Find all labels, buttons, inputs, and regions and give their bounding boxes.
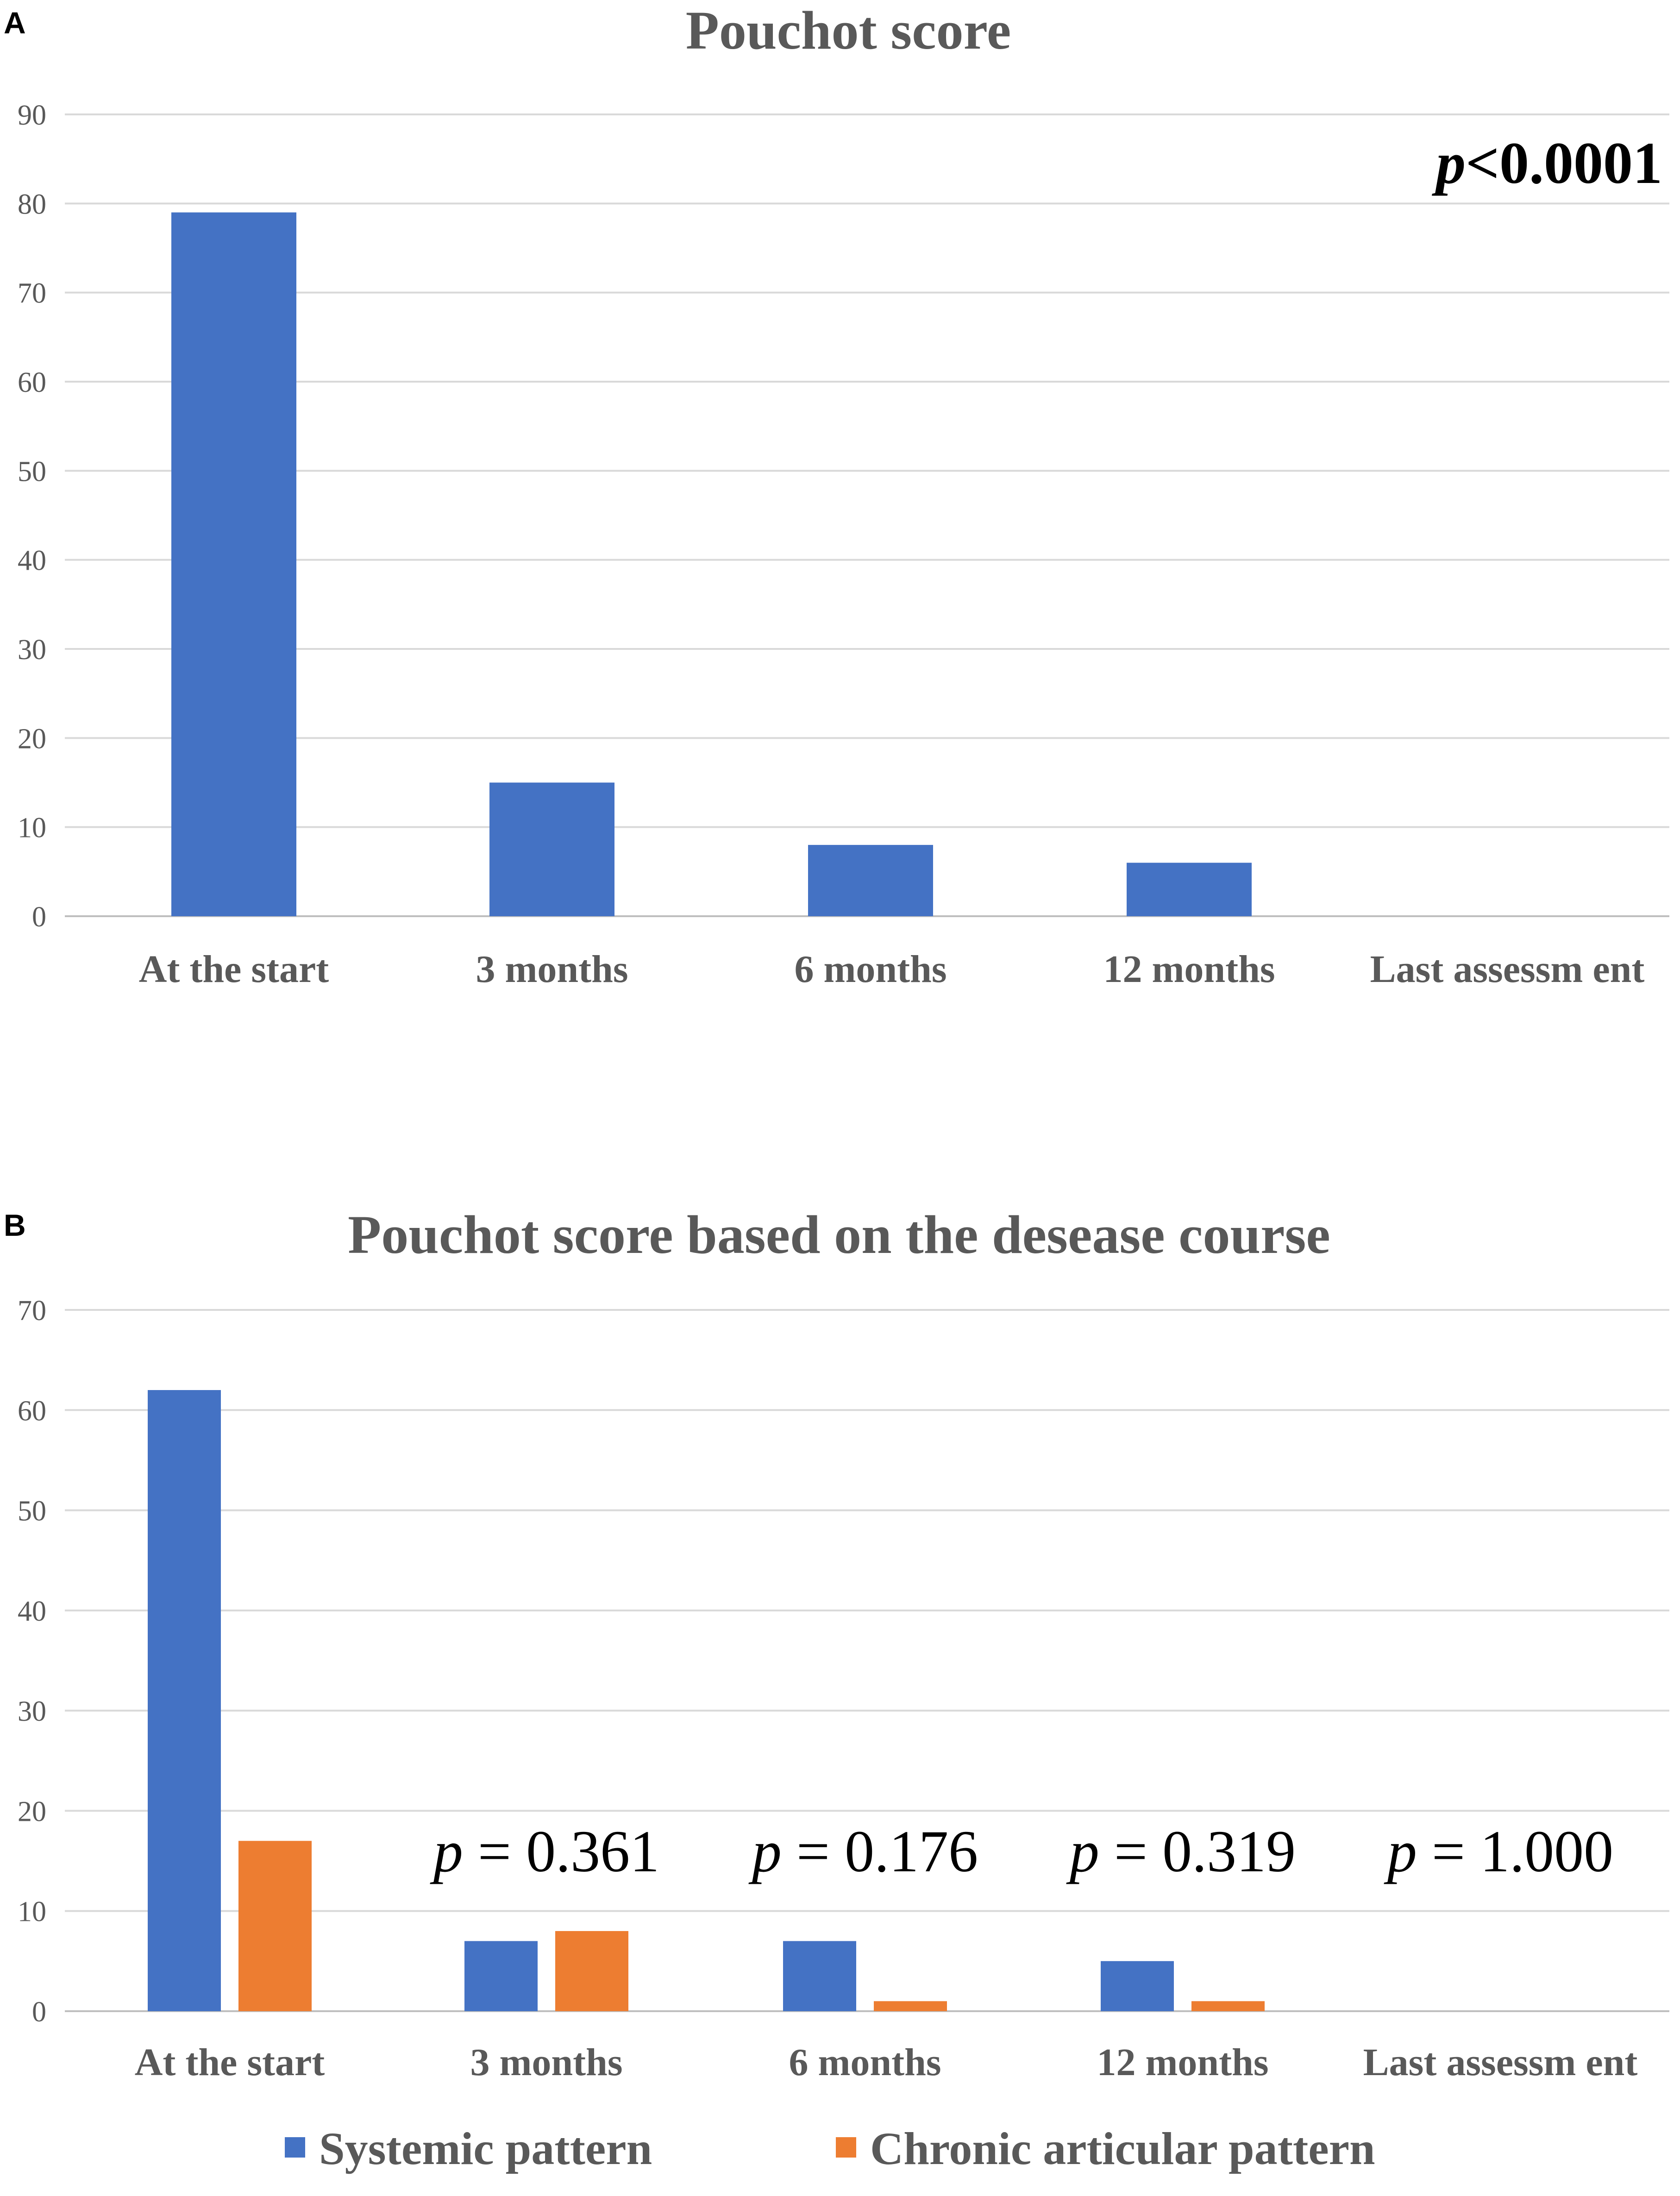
y-tick-label: 10 (18, 1896, 46, 1928)
bar (1127, 862, 1252, 916)
bar (874, 2001, 947, 2011)
y-tick-label: 0 (32, 1996, 46, 2028)
p-value-annotation: p = 0.176 (748, 1818, 978, 1884)
legend-swatch (836, 2137, 856, 2158)
y-tick-label: 20 (18, 723, 46, 755)
bar (808, 845, 933, 916)
panel-a-title: Pouchot score (686, 0, 1011, 61)
panel-a-p-label: p (1431, 130, 1466, 196)
panel-a-letter: A (4, 6, 26, 40)
y-tick-label: 60 (18, 367, 46, 398)
panel-a-p-value: <0.0001 (1466, 130, 1662, 196)
x-tick-label: At the start (139, 948, 329, 991)
p-value: = 0.319 (1099, 1818, 1296, 1884)
y-tick-label: 50 (18, 456, 46, 487)
bar (464, 1941, 538, 2011)
bar (783, 1941, 856, 2011)
bar (171, 212, 296, 917)
p-value-annotation: p = 0.361 (430, 1818, 659, 1884)
panel-b-letter: B (4, 1208, 26, 1242)
panel-a-gridlines (65, 113, 1669, 917)
p-value: = 1.000 (1417, 1818, 1613, 1884)
y-tick-label: 70 (18, 278, 46, 309)
panel-b-chart: B Pouchot score based on the desease cou… (4, 1204, 1669, 2174)
panel-b-p-annotations: p = 0.361 p = 0.176 p = 0.319 p = 1.000 (430, 1818, 1613, 1884)
p-label: p (1066, 1818, 1099, 1884)
bar (489, 782, 614, 916)
panel-b-y-axis: 0 10 20 30 40 50 60 70 (18, 1295, 46, 2028)
x-tick-label: 6 months (789, 2041, 941, 2084)
x-tick-label: 6 months (794, 948, 947, 991)
p-value: = 0.361 (463, 1818, 659, 1884)
bar (1191, 2001, 1265, 2011)
legend-label: Systemic pattern (319, 2123, 652, 2174)
y-tick-label: 50 (18, 1496, 46, 1527)
panel-a-y-axis: 0 10 20 30 40 50 60 70 80 90 (18, 100, 46, 933)
bar (1101, 1961, 1174, 2011)
p-value: = 0.176 (782, 1818, 978, 1884)
panel-b-gridlines (65, 1309, 1669, 2012)
p-label: p (748, 1818, 782, 1884)
y-tick-label: 40 (18, 1596, 46, 1627)
x-tick-label: 12 months (1097, 2041, 1268, 2084)
bar (238, 1841, 312, 2011)
p-label: p (430, 1818, 463, 1884)
y-tick-label: 30 (18, 634, 46, 666)
panel-b-bars (148, 1390, 1265, 2011)
y-tick-label: 80 (18, 189, 46, 220)
x-tick-label: At the start (135, 2041, 325, 2084)
panel-b-title: Pouchot score based on the desease cours… (348, 1204, 1330, 1265)
bar (148, 1390, 221, 2011)
p-value-annotation: p = 0.319 (1066, 1818, 1296, 1884)
y-tick-label: 30 (18, 1696, 46, 1727)
panel-a-chart: A Pouchot score 0 10 20 30 40 50 60 70 80 90 At t… (4, 0, 1669, 991)
y-tick-label: 40 (18, 545, 46, 577)
x-tick-label: Last assessm ent (1363, 2041, 1638, 2084)
y-tick-label: 20 (18, 1796, 46, 1827)
panel-b-legend: Systemic pattern Chronic articular patter… (285, 2123, 1375, 2174)
panel-a-x-axis: At the start 3 months 6 months 12 months Las… (139, 948, 1645, 991)
y-tick-label: 10 (18, 812, 46, 844)
y-tick-label: 60 (18, 1395, 46, 1427)
legend-swatch (285, 2137, 305, 2158)
y-tick-label: 90 (18, 100, 46, 131)
y-tick-label: 0 (32, 901, 46, 933)
x-tick-label: 12 months (1103, 948, 1275, 991)
p-label: p (1384, 1818, 1417, 1884)
x-tick-label: 3 months (470, 2041, 622, 2084)
y-tick-label: 70 (18, 1295, 46, 1327)
x-tick-label: 3 months (476, 948, 628, 991)
p-value-annotation: p = 1.000 (1384, 1818, 1613, 1884)
panel-b-x-axis: At the start 3 months 6 months 12 months Las… (135, 2041, 1638, 2084)
bar (555, 1931, 628, 2011)
panel-a-p-annotation: p<0.0001 (1431, 130, 1662, 196)
legend-label: Chronic articular pattern (870, 2123, 1375, 2174)
x-tick-label: Last assessm ent (1370, 948, 1645, 991)
panel-a-bars (171, 212, 1252, 917)
